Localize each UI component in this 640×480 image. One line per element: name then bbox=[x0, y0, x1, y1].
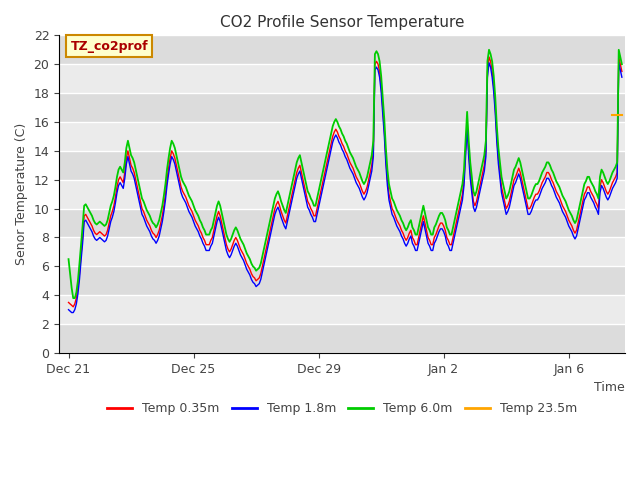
Legend: Temp 0.35m, Temp 1.8m, Temp 6.0m, Temp 23.5m: Temp 0.35m, Temp 1.8m, Temp 6.0m, Temp 2… bbox=[102, 397, 582, 420]
Bar bbox=[59, 238, 625, 266]
Bar bbox=[59, 64, 625, 93]
Title: CO2 Profile Sensor Temperature: CO2 Profile Sensor Temperature bbox=[220, 15, 465, 30]
X-axis label: Time: Time bbox=[595, 381, 625, 394]
Bar bbox=[59, 266, 625, 295]
Bar bbox=[59, 295, 625, 324]
Bar bbox=[59, 36, 625, 64]
Text: TZ_co2prof: TZ_co2prof bbox=[70, 40, 148, 53]
Bar bbox=[59, 93, 625, 122]
Bar bbox=[59, 209, 625, 238]
Y-axis label: Senor Temperature (C): Senor Temperature (C) bbox=[15, 123, 28, 265]
Bar bbox=[59, 122, 625, 151]
Bar bbox=[59, 151, 625, 180]
Bar bbox=[59, 324, 625, 353]
Bar bbox=[59, 180, 625, 209]
